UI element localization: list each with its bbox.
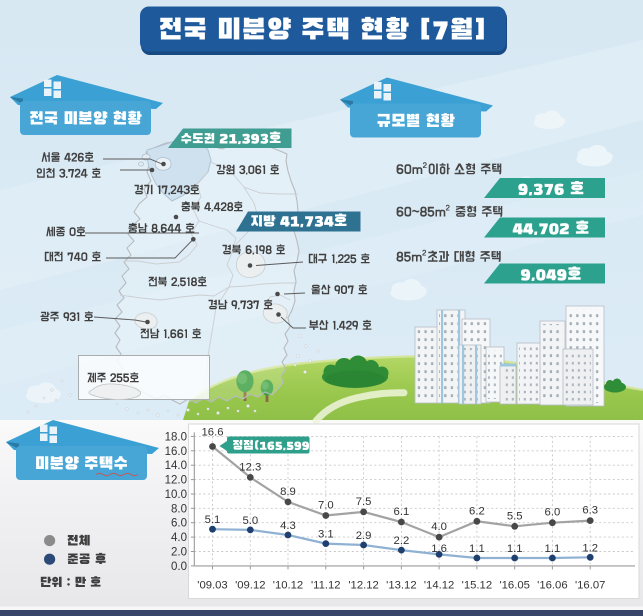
svg-text:'12.12: '12.12 bbox=[348, 580, 378, 592]
svg-text:'15.12: '15.12 bbox=[462, 580, 492, 592]
svg-text:'16.05: '16.05 bbox=[499, 580, 529, 592]
svg-text:'14.12: '14.12 bbox=[424, 580, 454, 592]
svg-text:6.1: 6.1 bbox=[394, 506, 410, 518]
svg-text:6.0: 6.0 bbox=[545, 507, 561, 519]
svg-text:1.1: 1.1 bbox=[507, 543, 523, 555]
svg-text:5.0: 5.0 bbox=[242, 515, 258, 527]
svg-text:7.5: 7.5 bbox=[356, 496, 372, 508]
svg-text:18.0: 18.0 bbox=[165, 431, 187, 443]
svg-text:2.0: 2.0 bbox=[171, 547, 187, 559]
svg-text:3.1: 3.1 bbox=[318, 529, 334, 541]
svg-text:8.0: 8.0 bbox=[171, 503, 187, 515]
svg-text:6.0: 6.0 bbox=[171, 518, 187, 530]
svg-text:'16.06: '16.06 bbox=[537, 580, 567, 592]
svg-text:'09.03: '09.03 bbox=[197, 580, 227, 592]
svg-text:4.0: 4.0 bbox=[171, 532, 187, 544]
svg-text:7.0: 7.0 bbox=[318, 500, 334, 512]
svg-text:'11.12: '11.12 bbox=[311, 580, 341, 592]
svg-text:5.1: 5.1 bbox=[205, 514, 221, 526]
svg-text:10.0: 10.0 bbox=[165, 489, 187, 501]
svg-text:8.9: 8.9 bbox=[280, 486, 296, 498]
svg-text:1.6: 1.6 bbox=[431, 543, 447, 555]
svg-text:2.9: 2.9 bbox=[356, 530, 372, 542]
svg-text:0.0: 0.0 bbox=[171, 561, 187, 573]
svg-text:4.3: 4.3 bbox=[280, 520, 296, 532]
svg-text:1.1: 1.1 bbox=[469, 543, 485, 555]
svg-text:16.0: 16.0 bbox=[165, 446, 187, 458]
svg-text:6.3: 6.3 bbox=[582, 505, 598, 517]
svg-text:'10.12: '10.12 bbox=[273, 580, 303, 592]
svg-text:4.0: 4.0 bbox=[431, 521, 447, 533]
svg-text:12.3: 12.3 bbox=[239, 461, 261, 473]
svg-text:16.6: 16.6 bbox=[202, 427, 224, 439]
svg-text:'09.12: '09.12 bbox=[235, 580, 265, 592]
svg-text:'13.12: '13.12 bbox=[386, 580, 416, 592]
svg-text:5.5: 5.5 bbox=[507, 510, 523, 522]
svg-text:2.2: 2.2 bbox=[394, 535, 410, 547]
svg-text:1.1: 1.1 bbox=[545, 543, 561, 555]
svg-text:12.0: 12.0 bbox=[165, 475, 187, 487]
svg-text:14.0: 14.0 bbox=[165, 460, 187, 472]
svg-text:6.2: 6.2 bbox=[469, 505, 485, 517]
svg-text:1.2: 1.2 bbox=[582, 542, 598, 554]
svg-text:'16.07: '16.07 bbox=[575, 580, 605, 592]
